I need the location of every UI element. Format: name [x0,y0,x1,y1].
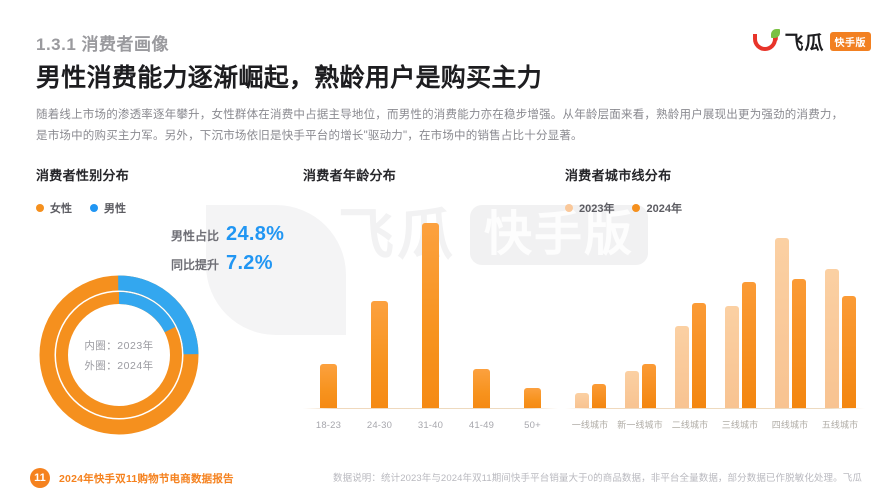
age-axis-tick: 31-40 [417,420,444,431]
stat-label-male-share: 男性占比 [171,229,220,243]
footer-branding: 11 2024年快手双11购物节电商数据报告 [30,468,234,488]
legend-item-2023: 2023年 [565,200,614,216]
age-axis-tick: 50+ [524,420,541,431]
age-bar [422,223,439,408]
city-bar-group [824,268,856,408]
legend-label-2024: 2024年 [646,203,682,215]
outer-ring-male-arc [39,275,199,435]
legend-label-male: 男性 [104,203,126,215]
city-axis-tick: 新一线城市 [617,420,663,430]
legend-item-2024: 2024年 [632,200,682,216]
gender-stats: 男性占比 24.8% 同比提升 7.2% [171,223,284,281]
legend-dot-female [36,204,44,212]
donut-center-labels: 内圈：2023年 外圈：2024年 [34,270,204,440]
city-bar-2023年 [774,238,789,408]
city-bars-plot: 一线城市 新一线城市 二线城市 三线城市 四线城市 五线城市 [565,203,865,435]
age-bar-column [422,223,439,408]
city-bar-2024年 [641,363,656,408]
city-bar-group [774,238,806,408]
page-title: 男性消费能力逐渐崛起，熟龄用户是购买主力 [36,64,543,92]
legend-city: 2023年 2024年 [565,200,865,216]
inner-ring-label: 内圈：2023年 [84,339,154,352]
city-bar-2024年 [741,282,756,408]
city-bar-2024年 [841,295,856,408]
city-bar-2024年 [591,384,606,408]
city-axis-tick: 三线城市 [721,420,759,430]
footer-data-note: 数据说明：统计2023年与2024年双11期间快手平台销量大于0的商品数据，非平… [333,473,862,484]
city-bar-group [574,384,606,408]
city-bar-2024年 [791,278,806,408]
legend-label-female: 女性 [50,203,72,215]
city-bar-group [674,302,706,408]
chart-gender-distribution: 消费者性别分布 女性 男性 男性占比 24.8% 同比提升 7.2% [36,165,286,435]
section-number-label: 1.3.1 消费者画像 [36,35,170,54]
city-bar-2024年 [691,302,706,408]
age-axis-tick: 41-49 [468,420,495,431]
city-bar-group [624,363,656,408]
stat-value-male-share: 24.8% [226,223,285,245]
stat-male-share: 男性占比 24.8% [171,223,284,246]
city-bar-2023年 [624,370,639,408]
stat-label-yoy-growth: 同比提升 [171,258,220,272]
city-bar-2023年 [824,268,839,408]
chart-title-city: 消费者城市线分布 [565,168,672,183]
legend-label-2023: 2023年 [579,203,615,215]
legend-dot-2023 [565,204,573,212]
footer-page-number: 11 [30,468,50,488]
stat-value-yoy-growth: 7.2% [226,252,273,274]
city-axis-line [565,408,865,409]
legend-item-male: 男性 [90,200,126,216]
age-bar-column [371,300,388,408]
donut-chart-gender: 内圈：2023年 外圈：2024年 [34,270,204,440]
age-bar [524,387,541,408]
city-axis-tick: 四线城市 [771,420,809,430]
legend-item-female: 女性 [36,200,72,216]
city-bar-2023年 [674,326,689,408]
age-bar [320,363,337,408]
age-bar-column [524,387,541,408]
brand-logo: 飞瓜 快手版 [753,28,871,55]
outer-ring-label: 外圈：2024年 [84,359,154,372]
legend-dot-2024 [632,204,641,212]
age-bar [473,369,490,408]
age-axis-tick: 18-23 [315,420,342,431]
footer-report-title: 2024年快手双11购物节电商数据报告 [59,472,234,485]
inner-ring-male-arc [56,292,182,418]
age-bar-column [473,369,490,408]
chart-title-age: 消费者年龄分布 [303,168,397,183]
city-axis-tick: 二线城市 [671,420,709,430]
city-axis-tick: 五线城市 [821,420,859,430]
city-axis-tick: 一线城市 [571,420,609,430]
chart-age-distribution: 消费者年龄分布 18-23 24-30 31-40 41-49 50+ [303,165,558,431]
age-axis-tick: 24-30 [366,420,393,431]
city-bar-group [724,282,756,408]
brand-name: 飞瓜 [784,33,825,54]
chart-title-gender: 消费者性别分布 [36,168,130,183]
city-bar-2023年 [574,392,589,408]
age-bars-plot: 18-23 24-30 31-40 41-49 50+ [303,203,558,435]
stat-yoy-growth: 同比提升 7.2% [171,252,284,275]
decorative-blob [206,205,346,335]
city-bar-2023年 [724,306,739,408]
donut-svg [39,275,199,435]
age-bar-column [320,363,337,408]
legend-dot-male [90,204,98,212]
intro-paragraph: 随着线上市场的渗透率逐年攀升，女性群体在消费中占据主导地位，而男性的消费能力亦在… [36,109,844,142]
feigua-logo-icon [753,28,781,54]
chart-city-tier-distribution: 消费者城市线分布 2023年 2024年 一线城市 新一线城市 二线城市 三线城市 四线… [565,165,865,430]
age-bar [371,300,388,408]
brand-badge: 快手版 [829,32,871,51]
age-axis-line [303,408,558,409]
legend-gender: 女性 男性 [36,200,286,216]
